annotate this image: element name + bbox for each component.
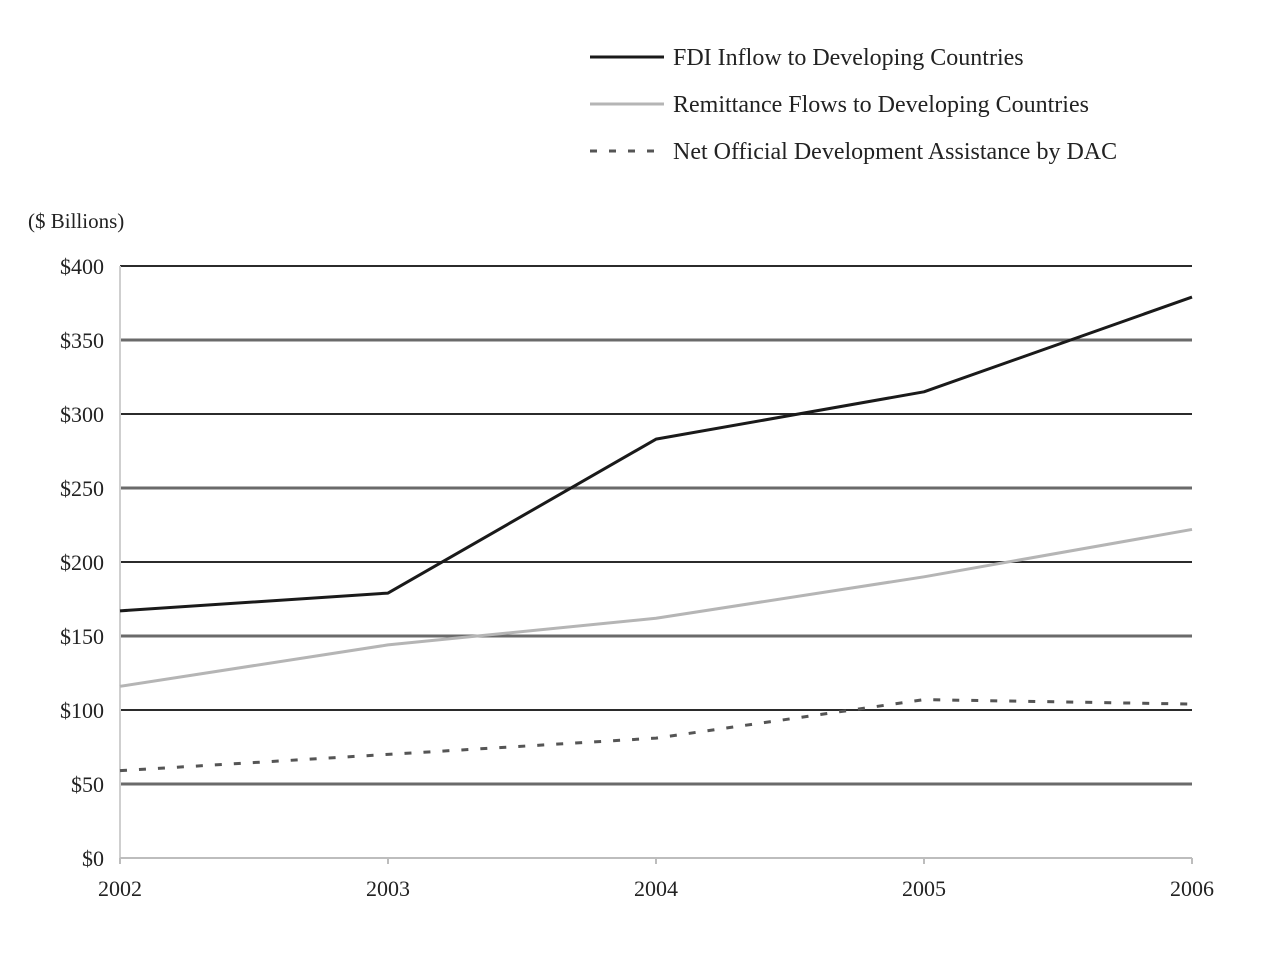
- series-line-net-official-development-assistance-by-dac: [119, 698, 1193, 773]
- series-line-remittance-flows-to-developing-countries: [119, 527, 1193, 688]
- x-tick-label: 2006: [1170, 876, 1214, 901]
- x-axis-ticks: 2002 2003 2004 2005 2006: [98, 858, 1214, 901]
- y-tick-label: $250: [60, 476, 104, 501]
- y-tick-label: $300: [60, 402, 104, 427]
- y-axis-ticks: $0 $50 $100 $150 $200 $250 $300 $350 $400: [60, 254, 104, 871]
- y-tick-label: $150: [60, 624, 104, 649]
- series-lines: [119, 295, 1193, 773]
- gridlines: [120, 265, 1192, 786]
- y-tick-label: $0: [82, 846, 104, 871]
- y-tick-label: $100: [60, 698, 104, 723]
- y-axis-unit-label: ($ Billions): [28, 209, 124, 233]
- series-line-fdi-inflow-to-developing-countries: [119, 295, 1193, 613]
- chart-legend: FDI Inflow to Developing Countries Remitt…: [590, 45, 1117, 165]
- y-tick-label: $400: [60, 254, 104, 279]
- x-tick-label: 2002: [98, 876, 142, 901]
- y-tick-label: $200: [60, 550, 104, 575]
- legend-label: Net Official Development Assistance by D…: [673, 139, 1117, 165]
- y-tick-label: $50: [71, 772, 104, 797]
- y-tick-label: $350: [60, 328, 104, 353]
- legend-label: FDI Inflow to Developing Countries: [673, 45, 1024, 71]
- x-tick-label: 2005: [902, 876, 946, 901]
- x-tick-label: 2004: [634, 876, 678, 901]
- legend-label: Remittance Flows to Developing Countries: [673, 92, 1089, 118]
- x-tick-label: 2003: [366, 876, 410, 901]
